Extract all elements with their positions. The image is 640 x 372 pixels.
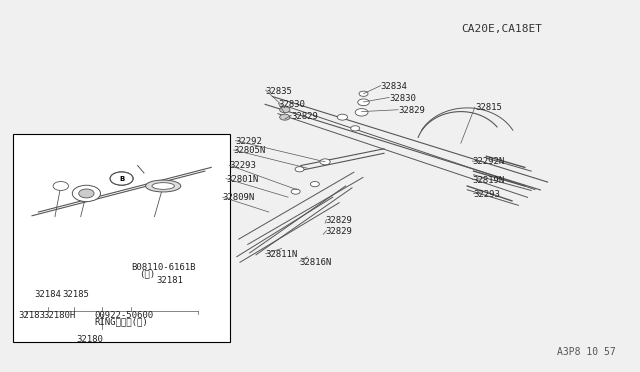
Text: 32811N: 32811N [266,250,298,259]
Text: 32829: 32829 [325,216,352,225]
Circle shape [351,126,360,131]
Text: CA20E,CA18ET: CA20E,CA18ET [461,24,542,34]
Circle shape [72,185,100,202]
Circle shape [79,189,94,198]
Text: A3P8 10 57: A3P8 10 57 [557,347,616,357]
Ellipse shape [146,180,180,192]
Circle shape [337,114,348,120]
Circle shape [280,114,290,120]
Text: 32293: 32293 [229,161,256,170]
Text: 32801N: 32801N [226,175,258,184]
Text: 32292: 32292 [236,137,262,146]
Text: 32180: 32180 [76,335,103,344]
Circle shape [295,167,304,172]
Circle shape [110,172,133,185]
Text: 32835: 32835 [266,87,292,96]
Circle shape [355,109,368,116]
Text: 32816N: 32816N [300,258,332,267]
Text: 32805N: 32805N [234,146,266,155]
Circle shape [358,99,369,106]
Text: 32829: 32829 [325,227,352,236]
Text: B08110-6161B: B08110-6161B [131,263,196,272]
Text: 32183: 32183 [18,311,45,320]
Text: 32834: 32834 [381,82,408,91]
Circle shape [53,182,68,190]
Circle shape [359,91,368,96]
Text: 32829: 32829 [398,106,425,115]
Circle shape [291,189,300,194]
Text: 32185: 32185 [62,291,89,299]
Text: B: B [119,176,124,182]
Text: 32819N: 32819N [472,176,504,185]
Circle shape [320,159,330,165]
Circle shape [310,182,319,187]
Text: 00922-50600: 00922-50600 [95,311,154,320]
Text: 32184: 32184 [35,291,61,299]
Circle shape [280,107,290,113]
Text: (２): (２) [139,269,155,278]
Text: 32830: 32830 [389,94,416,103]
Bar [13,134,230,342]
Text: 32292N: 32292N [472,157,504,166]
Text: 32829: 32829 [291,112,318,121]
Text: RINGリング(１): RINGリング(１) [95,317,148,326]
Text: 32293: 32293 [474,190,500,199]
Text: 32180H: 32180H [44,311,76,320]
Text: 32809N: 32809N [223,193,255,202]
Text: 32830: 32830 [278,100,305,109]
Text: 32815: 32815 [475,103,502,112]
Text: 32181: 32181 [157,276,184,285]
Ellipse shape [152,183,174,189]
